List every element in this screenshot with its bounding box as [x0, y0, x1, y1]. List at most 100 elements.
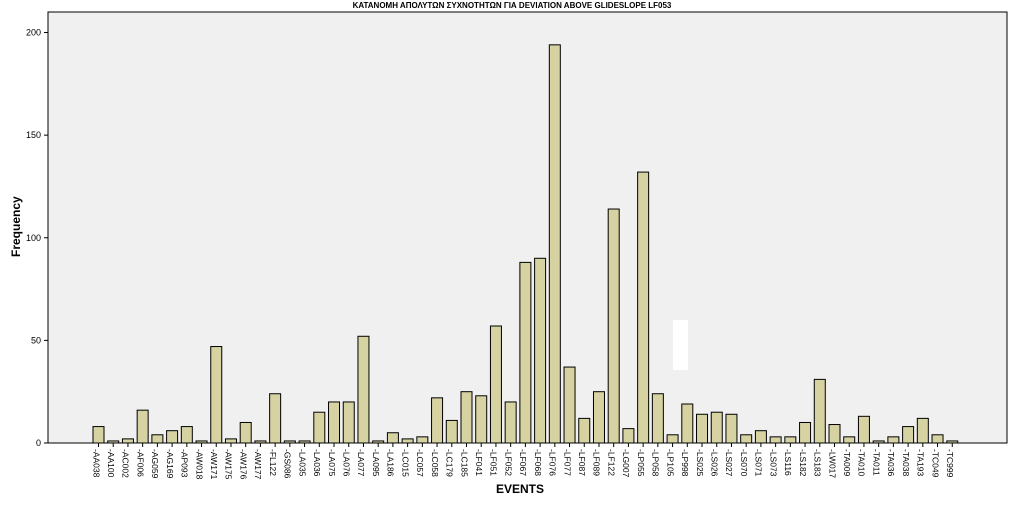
bar-TA009: [843, 436, 856, 444]
y-tick-label: 50: [31, 335, 41, 345]
x-tick-label: -LG007: [621, 449, 631, 478]
y-axis-label: Frequency: [9, 196, 23, 257]
bar-LC057: [416, 436, 429, 444]
x-tick-label: -AW171: [209, 449, 219, 480]
x-tick-label: -TA193: [916, 449, 926, 477]
x-tick-label: -LP105: [665, 449, 675, 477]
x-tick-label: -LS070: [739, 449, 749, 477]
x-tick-label: -LF089: [592, 449, 602, 476]
x-tick-label: -TC049: [930, 449, 940, 478]
y-tick-label: 150: [26, 130, 41, 140]
white-mark: [673, 320, 688, 370]
x-tick-label: -LW017: [827, 449, 837, 478]
x-tick-label: -LF052: [503, 449, 513, 476]
bar-LF087: [578, 417, 591, 444]
bar-LS183: [813, 378, 826, 444]
bar-LF052: [504, 401, 517, 444]
x-tick-label: -TA011: [871, 449, 881, 476]
bar-TC999: [946, 440, 959, 444]
bar-AW175: [224, 438, 237, 444]
bar-AG059: [151, 434, 164, 444]
x-tick-label: -AG169: [165, 449, 175, 479]
x-tick-label: -LF041: [474, 449, 484, 476]
bar-LA036: [313, 411, 326, 444]
x-tick-label: -LS027: [724, 449, 734, 477]
x-tick-label: -AG059: [150, 449, 160, 479]
bar-TA038: [902, 426, 915, 444]
x-tick-label: -LP055: [636, 449, 646, 477]
x-axis: -AA038 -AA100 -AC002 -AF006 -AG059 -AG169 -AP0…: [91, 443, 955, 480]
bar-AC002: [121, 438, 134, 444]
bar-LF089: [592, 391, 605, 444]
x-tick-label: -LS116: [783, 449, 793, 476]
bar-LA075: [328, 401, 341, 444]
bar-TC049: [931, 434, 944, 444]
x-tick-label: -LF087: [577, 449, 587, 476]
x-tick-label: -LA035: [297, 449, 307, 477]
bar-LF068: [534, 257, 547, 444]
x-tick-label: -LF067: [518, 449, 528, 476]
x-tick-label: -LA186: [386, 449, 396, 477]
x-tick-label: -AA038: [91, 449, 101, 478]
bar-LC058: [431, 397, 444, 444]
x-tick-label: -LS183: [813, 449, 823, 477]
bar-LP998: [681, 403, 694, 444]
bar-LP058: [651, 393, 664, 444]
x-tick-label: -FL122: [268, 449, 278, 476]
x-tick-label: -AW018: [194, 449, 204, 480]
x-tick-label: -TA038: [901, 449, 911, 477]
y-tick-label: 0: [36, 438, 41, 448]
x-tick-label: -LC185: [459, 449, 469, 477]
bar-LC015: [401, 438, 414, 444]
bar-LP105: [666, 434, 679, 444]
bar-LS025: [696, 413, 709, 444]
bar-LS071: [754, 430, 767, 444]
bar-LP055: [637, 171, 650, 444]
bar-AA100: [107, 440, 120, 444]
x-tick-label: -GS086: [283, 449, 293, 479]
x-tick-label: -LP998: [680, 449, 690, 477]
x-tick-label: -TA036: [886, 449, 896, 477]
bars-group: [92, 44, 959, 444]
x-tick-label: -AC002: [121, 449, 131, 478]
bar-TA036: [887, 436, 900, 444]
x-tick-label: -LF051: [489, 449, 499, 476]
x-tick-label: -LF068: [533, 449, 543, 476]
x-tick-label: -LS071: [754, 449, 764, 477]
bar-LA035: [298, 440, 311, 444]
x-tick-label: -LC179: [445, 449, 455, 477]
bar-LF051: [489, 325, 502, 444]
bar-TA010: [857, 415, 870, 444]
x-tick-label: -TC999: [945, 449, 955, 478]
x-tick-label: -AA100: [106, 449, 116, 478]
bar-TA193: [916, 417, 929, 444]
x-axis-label: EVENTS: [495, 482, 544, 496]
x-tick-label: -LF122: [606, 449, 616, 476]
x-tick-label: -LA075: [327, 449, 337, 477]
x-tick-label: -LA077: [356, 449, 366, 477]
bar-AP093: [180, 426, 193, 444]
bar-AW177: [254, 440, 267, 444]
bar-AA038: [92, 426, 105, 444]
y-tick-label: 200: [26, 28, 41, 38]
x-tick-label: -LS073: [768, 449, 778, 477]
x-tick-label: -AF006: [135, 449, 145, 477]
bar-LF041: [475, 395, 488, 444]
x-tick-label: -LS025: [695, 449, 705, 477]
x-tick-label: -LA036: [312, 449, 322, 477]
x-tick-label: -LC057: [415, 449, 425, 477]
x-tick-label: -AP093: [180, 449, 190, 478]
x-tick-label: -LF077: [562, 449, 572, 476]
x-tick-label: -LS026: [709, 449, 719, 477]
bar-LF076: [548, 44, 561, 444]
bar-LC179: [445, 419, 458, 444]
bar-LS026: [710, 411, 723, 444]
bar-TA011: [872, 440, 885, 444]
bar-LA076: [342, 401, 355, 444]
bar-LA077: [357, 335, 370, 444]
x-tick-label: -LA076: [341, 449, 351, 477]
bar-LF077: [563, 366, 576, 444]
bar-AW171: [210, 346, 223, 444]
bar-LS182: [799, 421, 812, 444]
